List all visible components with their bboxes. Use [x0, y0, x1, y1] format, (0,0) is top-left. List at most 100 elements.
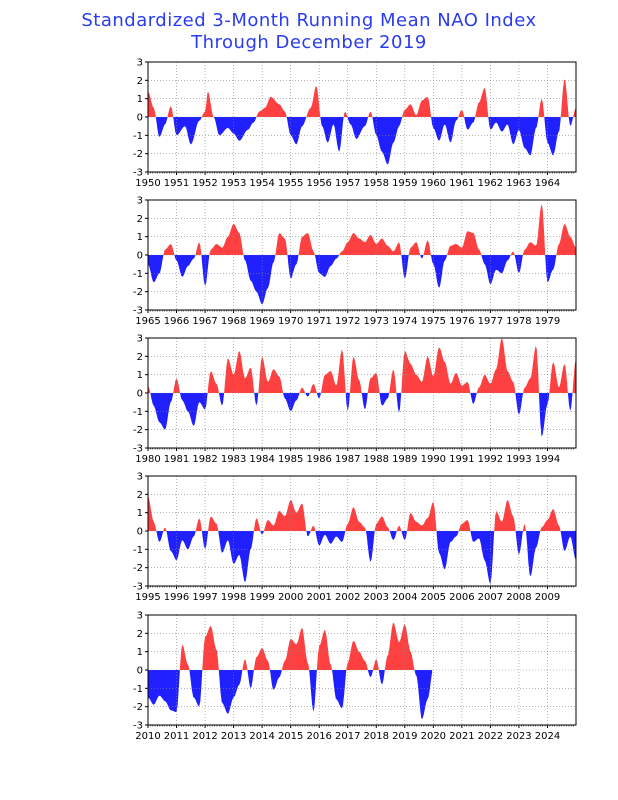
y-tick-label: -3 [133, 582, 143, 593]
x-tick-label: 1962 [478, 178, 503, 189]
panel-4: -3 -2 -1 0 1 2 3 1995 1996 1997 1998 1999 2000 2001 20… [133, 472, 577, 603]
negative-anomaly-area [309, 670, 317, 712]
negative-anomaly-area [515, 531, 523, 555]
negative-anomaly-area [155, 117, 168, 137]
negative-anomaly-area [269, 670, 282, 690]
positive-anomaly-area [208, 516, 219, 531]
positive-anomaly-area [522, 523, 526, 531]
negative-anomaly-area [189, 670, 203, 707]
x-tick-label: 2020 [421, 731, 446, 742]
y-tick-label: 1 [137, 370, 143, 381]
y-tick-label: 1 [137, 94, 143, 105]
x-tick-label: 1981 [164, 454, 189, 465]
x-tick-label: 1959 [392, 178, 417, 189]
x-tick-label: 1953 [221, 178, 246, 189]
negative-anomaly-area [347, 117, 369, 139]
positive-anomaly-area [549, 362, 568, 393]
x-tick-label: 1960 [421, 178, 446, 189]
negative-anomaly-area [201, 531, 209, 550]
y-tick-label: 2 [137, 490, 143, 501]
positive-anomaly-area [163, 527, 167, 531]
negative-anomaly-area [420, 255, 424, 259]
negative-anomaly-area [361, 393, 368, 409]
negative-anomaly-area [316, 393, 321, 399]
negative-anomaly-area [260, 531, 264, 535]
positive-anomaly-area [148, 496, 157, 531]
positive-anomaly-area [339, 233, 402, 255]
positive-anomaly-area [458, 520, 471, 531]
positive-anomaly-area [373, 659, 379, 670]
grid [148, 62, 576, 172]
positive-anomaly-area [167, 106, 174, 117]
x-tick-label: 2024 [535, 731, 560, 742]
x-tick-label: 2016 [306, 731, 331, 742]
negative-anomaly-area [174, 255, 196, 277]
positive-anomaly-area [476, 338, 516, 393]
negative-anomaly-area [283, 393, 300, 412]
chart-title-line-2: Through December 2019 [191, 32, 427, 53]
positive-anomaly-area [458, 109, 465, 117]
positive-anomaly-area [346, 640, 368, 670]
negative-anomaly-area [156, 531, 164, 542]
x-tick-label: 1997 [192, 592, 217, 603]
y-tick-label: 0 [137, 666, 143, 677]
x-tick-label: 1963 [506, 178, 531, 189]
y-tick-label: -1 [133, 269, 143, 280]
x-tick-label: 2022 [478, 731, 503, 742]
x-tick-label: 2013 [221, 731, 246, 742]
x-tick-label: 1998 [221, 592, 246, 603]
x-tick-label: 1989 [392, 454, 417, 465]
y-tick-label: 0 [137, 113, 143, 124]
x-tick-label: 1996 [164, 592, 189, 603]
negative-anomaly-area [367, 670, 373, 678]
negative-anomaly-area [218, 531, 254, 582]
positive-anomaly-area [316, 629, 332, 670]
x-tick-label: 1964 [535, 178, 560, 189]
chart-title-line-1: Standardized 3-Month Running Mean NAO In… [81, 10, 537, 31]
x-tick-label: 1954 [249, 178, 274, 189]
x-tick-label: 2012 [192, 731, 217, 742]
positive-anomaly-area [384, 623, 415, 670]
x-tick-label: 2009 [535, 592, 560, 603]
y-tick-label: 3 [137, 334, 143, 345]
nao-area-series [148, 496, 576, 585]
x-tick-label: 2005 [421, 592, 446, 603]
negative-anomaly-area [539, 393, 550, 437]
positive-anomaly-area [447, 231, 482, 255]
grid [148, 476, 576, 586]
positive-anomaly-area [148, 385, 151, 393]
x-tick-label: 1973 [364, 316, 389, 327]
positive-anomaly-area [242, 659, 248, 670]
y-tick-label: 0 [137, 389, 143, 400]
x-tick-label: 1985 [278, 454, 303, 465]
positive-anomaly-area [345, 507, 366, 531]
positive-anomaly-area [258, 356, 284, 393]
x-tick-label: 1965 [135, 316, 160, 327]
y-tick-label: 3 [137, 472, 143, 483]
positive-anomaly-area [475, 87, 489, 117]
positive-anomaly-area [201, 92, 214, 117]
x-tick-label: 1977 [478, 316, 503, 327]
positive-anomaly-area [298, 233, 315, 255]
negative-anomaly-area [414, 670, 433, 719]
panel-5: -3 -2 -1 0 1 2 3 2010 2011 2012 2013 2014 2015 2016 20… [133, 611, 577, 742]
x-tick-label: 2007 [478, 592, 503, 603]
positive-anomaly-area [275, 233, 288, 255]
x-tick-label: 1952 [192, 178, 217, 189]
x-tick-label: 1988 [364, 454, 389, 465]
x-tick-label: 1983 [221, 454, 246, 465]
panel-3: -3 -2 -1 0 1 2 3 1980 1981 1982 1983 1984 1985 1986 19… [133, 334, 577, 465]
positive-anomaly-area [256, 96, 287, 117]
nao-area-series [148, 203, 576, 305]
negative-anomaly-area [560, 531, 576, 561]
x-tick-label: 1968 [221, 316, 246, 327]
positive-anomaly-area [224, 351, 255, 393]
x-tick-label: 1992 [478, 454, 503, 465]
x-tick-label: 1979 [535, 316, 560, 327]
x-tick-label: 1993 [506, 454, 531, 465]
negative-anomaly-area [431, 117, 459, 143]
positive-anomaly-area [402, 96, 432, 117]
negative-anomaly-area [148, 670, 180, 713]
panel-1: -3 -2 -1 0 1 2 3 1950 1951 1952 1953 1954 1955 1956 19… [133, 58, 577, 189]
panel-2: -3 -2 -1 0 1 2 3 1965 1966 1967 1968 1969 1970 1971 19… [133, 196, 577, 327]
